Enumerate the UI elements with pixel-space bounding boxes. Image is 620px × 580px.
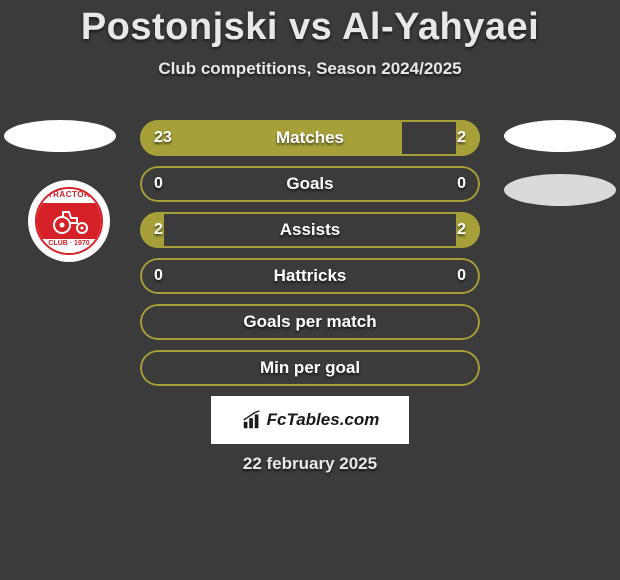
flag-left-placeholder bbox=[4, 120, 116, 152]
stat-row: Min per goal bbox=[140, 350, 480, 386]
footer-brand-box: FcTables.com bbox=[211, 396, 409, 444]
stat-row: 00Goals bbox=[140, 166, 480, 202]
stat-row: 232Matches bbox=[140, 120, 480, 156]
stats-container: 232Matches 00Goals 22Assists 00Hattricks Goa… bbox=[140, 120, 480, 396]
flag-right-placeholder bbox=[504, 120, 616, 152]
stat-label: Matches bbox=[140, 128, 480, 148]
stat-row: Goals per match bbox=[140, 304, 480, 340]
stat-row: 22Assists bbox=[140, 212, 480, 248]
chart-icon bbox=[241, 409, 263, 431]
page-subtitle: Club competitions, Season 2024/2025 bbox=[0, 59, 620, 79]
stat-row: 00Hattricks bbox=[140, 258, 480, 294]
club-badge: TRACTOR CLUB · 1970 bbox=[28, 180, 110, 262]
flag-right2-placeholder bbox=[504, 174, 616, 206]
stat-label: Hattricks bbox=[140, 266, 480, 286]
badge-bottom-text: CLUB · 1970 bbox=[37, 239, 101, 253]
stat-label: Min per goal bbox=[140, 358, 480, 378]
date-text: 22 february 2025 bbox=[0, 454, 620, 474]
badge-tractor-icon bbox=[37, 203, 101, 239]
page-title: Postonjski vs Al-Yahyaei bbox=[0, 0, 620, 49]
stat-label: Goals bbox=[140, 174, 480, 194]
stat-label: Assists bbox=[140, 220, 480, 240]
stat-label: Goals per match bbox=[140, 312, 480, 332]
footer-brand-text: FcTables.com bbox=[267, 410, 380, 430]
